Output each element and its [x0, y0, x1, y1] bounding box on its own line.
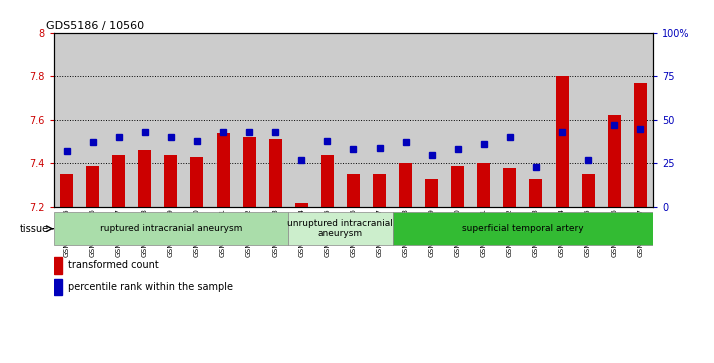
- Text: unruptured intracranial
aneurysm: unruptured intracranial aneurysm: [288, 219, 393, 238]
- Bar: [139, 150, 151, 207]
- Bar: [191, 157, 203, 207]
- Text: transformed count: transformed count: [68, 260, 159, 270]
- Bar: [341, 33, 366, 207]
- Bar: [216, 133, 230, 207]
- Bar: [347, 174, 360, 207]
- Bar: [54, 257, 63, 274]
- Bar: [321, 155, 334, 207]
- Bar: [268, 139, 282, 207]
- Bar: [262, 33, 288, 207]
- Bar: [575, 33, 601, 207]
- Bar: [132, 33, 158, 207]
- Bar: [366, 33, 393, 207]
- Bar: [608, 115, 620, 207]
- Bar: [503, 168, 516, 207]
- Bar: [314, 33, 341, 207]
- Text: GDS5186 / 10560: GDS5186 / 10560: [46, 21, 144, 31]
- Bar: [418, 33, 445, 207]
- Bar: [80, 33, 106, 207]
- Bar: [243, 137, 256, 207]
- Bar: [549, 33, 575, 207]
- Text: superficial temporal artery: superficial temporal artery: [462, 224, 584, 233]
- Text: percentile rank within the sample: percentile rank within the sample: [68, 282, 233, 292]
- Bar: [106, 33, 132, 207]
- Bar: [451, 166, 464, 207]
- Bar: [60, 174, 73, 207]
- Bar: [184, 33, 210, 207]
- Bar: [582, 174, 595, 207]
- Text: ruptured intracranial aneurysm: ruptured intracranial aneurysm: [100, 224, 242, 233]
- Text: tissue: tissue: [20, 224, 49, 234]
- Bar: [393, 33, 418, 207]
- Bar: [373, 174, 386, 207]
- Bar: [530, 179, 543, 207]
- Bar: [425, 179, 438, 207]
- Bar: [295, 203, 308, 207]
- Bar: [523, 33, 549, 207]
- Bar: [158, 33, 184, 207]
- Bar: [471, 33, 497, 207]
- Bar: [555, 76, 568, 207]
- FancyBboxPatch shape: [393, 212, 653, 245]
- Bar: [445, 33, 471, 207]
- FancyBboxPatch shape: [288, 212, 393, 245]
- Bar: [236, 33, 262, 207]
- Bar: [634, 83, 647, 207]
- Bar: [627, 33, 653, 207]
- Bar: [54, 33, 80, 207]
- Bar: [164, 155, 177, 207]
- Bar: [210, 33, 236, 207]
- Bar: [54, 279, 63, 295]
- Bar: [86, 166, 99, 207]
- Bar: [477, 163, 491, 207]
- Bar: [112, 155, 125, 207]
- Bar: [288, 33, 314, 207]
- FancyBboxPatch shape: [54, 212, 288, 245]
- Bar: [399, 163, 412, 207]
- Bar: [497, 33, 523, 207]
- Bar: [601, 33, 627, 207]
